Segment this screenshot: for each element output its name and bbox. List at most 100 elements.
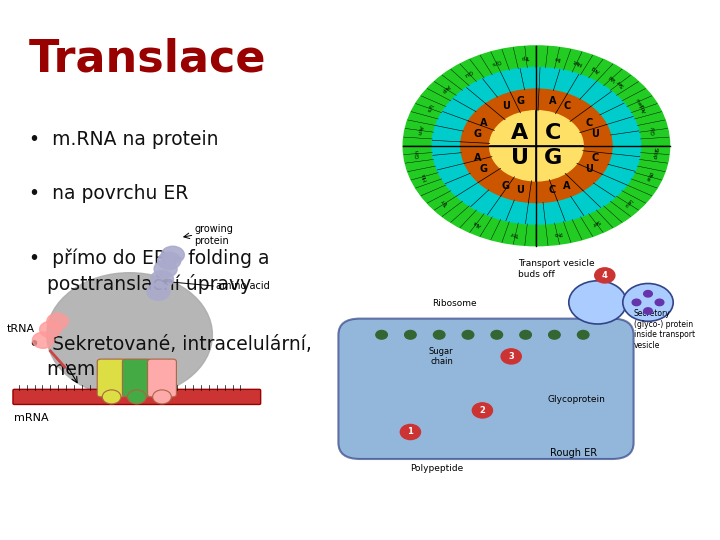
Text: 3: 3 (508, 352, 514, 361)
Text: amino acid: amino acid (216, 281, 270, 291)
Text: C: C (563, 101, 571, 111)
FancyBboxPatch shape (97, 359, 126, 397)
Text: Polypeptide: Polypeptide (410, 464, 464, 474)
Circle shape (154, 260, 177, 278)
Text: 2: 2 (480, 406, 485, 415)
Circle shape (644, 291, 652, 297)
Circle shape (520, 330, 531, 339)
Text: Tyr: Tyr (441, 198, 450, 208)
Text: •  na povrchu ER: • na povrchu ER (29, 184, 188, 202)
Text: Asn: Asn (416, 125, 423, 136)
Text: Leu: Leu (635, 96, 644, 107)
Text: Secretory
(glyco-) protein
inside transport
vesicle: Secretory (glyco-) protein inside transp… (634, 309, 695, 349)
Text: A: A (511, 124, 528, 144)
Text: Lys: Lys (425, 103, 433, 113)
Text: growing
protein: growing protein (194, 224, 233, 246)
Text: U: U (592, 129, 600, 139)
Text: 4: 4 (602, 271, 608, 280)
Text: Ser: Ser (590, 219, 601, 227)
Circle shape (40, 321, 61, 338)
Text: Phe: Phe (644, 171, 652, 182)
Text: U: U (585, 164, 593, 174)
Text: •  přímo do ER – folding a
   posttranslační úpravy: • přímo do ER – folding a posttranslační… (29, 248, 269, 294)
Text: Transport vesicle
buds off: Transport vesicle buds off (518, 259, 595, 279)
Circle shape (376, 330, 387, 339)
Text: G: G (544, 148, 562, 168)
Circle shape (32, 332, 54, 348)
Circle shape (161, 246, 184, 264)
Circle shape (490, 111, 583, 181)
Text: Arg: Arg (640, 103, 648, 113)
Circle shape (577, 330, 589, 339)
Circle shape (400, 424, 420, 440)
Text: tRNA: tRNA (7, 325, 35, 334)
Text: G: G (473, 129, 481, 139)
FancyBboxPatch shape (338, 319, 634, 459)
Circle shape (403, 46, 670, 246)
Text: U: U (511, 148, 529, 168)
Text: Ribosome: Ribosome (432, 299, 477, 308)
Text: Glu: Glu (463, 68, 474, 78)
Text: Glycoprotein: Glycoprotein (547, 395, 605, 404)
Text: A: A (563, 180, 571, 191)
FancyBboxPatch shape (148, 359, 176, 397)
Circle shape (569, 281, 626, 324)
Circle shape (644, 308, 652, 314)
Circle shape (655, 299, 664, 306)
Text: Stop: Stop (652, 147, 658, 160)
Circle shape (432, 68, 641, 224)
Text: Trp: Trp (522, 54, 531, 60)
Text: Asp: Asp (440, 83, 451, 94)
Circle shape (491, 330, 503, 339)
Text: C: C (592, 153, 599, 163)
Text: A: A (480, 118, 487, 128)
Text: A: A (474, 153, 481, 163)
Text: Translace: Translace (29, 38, 266, 81)
Text: His: His (421, 171, 428, 181)
Text: Thr: Thr (511, 230, 521, 237)
Circle shape (102, 390, 121, 404)
Circle shape (501, 349, 521, 364)
Text: A: A (549, 97, 556, 106)
Text: G: G (516, 97, 525, 106)
Text: Arg: Arg (590, 64, 601, 73)
Circle shape (549, 330, 560, 339)
Circle shape (461, 89, 612, 202)
Text: Cys: Cys (490, 58, 501, 66)
Text: Ile: Ile (554, 55, 561, 61)
FancyBboxPatch shape (13, 389, 261, 404)
Circle shape (405, 330, 416, 339)
Text: Rough ER: Rough ER (551, 448, 598, 458)
Circle shape (433, 330, 445, 339)
Circle shape (623, 284, 673, 321)
Text: Gln: Gln (415, 148, 421, 158)
Circle shape (47, 273, 212, 397)
Circle shape (158, 252, 181, 269)
Text: Pro: Pro (552, 231, 562, 237)
Circle shape (150, 271, 174, 288)
Text: Val: Val (608, 73, 618, 82)
Circle shape (595, 268, 615, 283)
Circle shape (462, 330, 474, 339)
Text: C: C (586, 118, 593, 128)
Text: Gly: Gly (650, 125, 657, 135)
Text: •  Sekretované, intracelulární,
   membránové: • Sekretované, intracelulární, membránov… (29, 335, 312, 379)
Circle shape (147, 283, 170, 300)
Circle shape (472, 403, 492, 418)
Text: G: G (502, 180, 510, 191)
Text: 1: 1 (408, 428, 413, 436)
Text: G: G (480, 164, 487, 174)
Circle shape (47, 313, 68, 329)
Text: C: C (545, 124, 561, 144)
Text: C: C (549, 185, 556, 195)
Text: •  m.RNA na protein: • m.RNA na protein (29, 130, 218, 148)
FancyBboxPatch shape (122, 359, 151, 397)
Text: Met: Met (572, 58, 582, 66)
Circle shape (127, 390, 146, 404)
Text: U: U (517, 185, 524, 195)
Text: Sugar
chain: Sugar chain (429, 347, 454, 366)
Text: mRNA: mRNA (14, 413, 49, 423)
Text: U: U (502, 101, 510, 111)
Text: Ala: Ala (472, 219, 482, 227)
Circle shape (153, 390, 171, 404)
